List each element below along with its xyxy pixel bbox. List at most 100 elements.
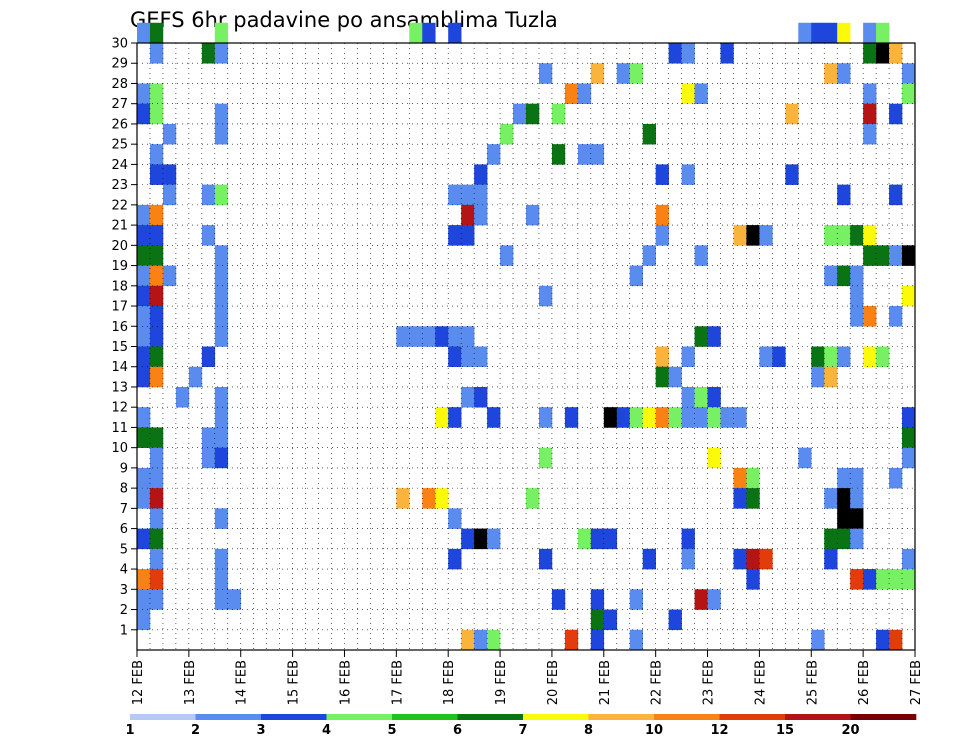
colorbar-label: 4 (322, 723, 331, 738)
y-tick-label: 6 (120, 522, 128, 537)
y-tick-label: 4 (120, 563, 128, 578)
heatmap-cell (850, 488, 864, 509)
heatmap-cell (863, 306, 877, 327)
y-tick-label: 19 (111, 259, 128, 274)
heatmap-cell (149, 144, 164, 165)
heatmap-cell (759, 346, 773, 368)
heatmap-cell (902, 245, 916, 266)
heatmap-cell (448, 326, 462, 347)
heatmap-cell (655, 407, 669, 428)
heatmap-cell (746, 467, 760, 489)
heatmap-cell (824, 548, 838, 570)
x-tick-label: 27 FEB (909, 660, 924, 705)
heatmap-cell (668, 609, 682, 631)
colorbar-label: 10 (645, 723, 663, 738)
y-tick-label: 30 (111, 37, 128, 52)
heatmap-cell (396, 488, 410, 509)
heatmap-cell (733, 467, 747, 489)
heatmap-cell (137, 467, 151, 489)
heatmap-cell (655, 346, 669, 368)
heatmap-cell (487, 629, 501, 651)
y-tick-label: 20 (111, 239, 128, 254)
heatmap-cell (551, 103, 566, 125)
heatmap-cell (214, 326, 229, 347)
heatmap-cell (720, 407, 734, 428)
heatmap-cell (137, 366, 151, 388)
y-tick-label: 8 (120, 482, 128, 497)
heatmap-cell (681, 43, 695, 64)
grid-lines (137, 43, 915, 650)
colorbar-swatch (195, 714, 262, 720)
heatmap-cell (824, 366, 838, 388)
y-tick-label: 28 (111, 77, 128, 92)
heatmap-cell (214, 123, 229, 145)
heatmap-cell (474, 164, 488, 185)
x-tick-label: 12 FEB (131, 660, 146, 705)
heatmap-cell (655, 225, 669, 246)
y-tick-label: 23 (111, 178, 128, 193)
heatmap-cell (137, 427, 151, 448)
heatmap-cell (811, 346, 825, 368)
heatmap-cell (461, 528, 475, 550)
heatmap-cell (837, 508, 851, 529)
colorbar-label: 1 (125, 723, 134, 738)
heatmap-cell (214, 184, 229, 206)
heatmap-cell (149, 245, 164, 266)
heatmap-cell (863, 569, 877, 590)
heatmap-cell (137, 306, 151, 327)
heatmap-cell (214, 427, 229, 448)
heatmap-cell (422, 326, 436, 347)
heatmap-cell (448, 508, 462, 529)
heatmap-cell (889, 569, 903, 590)
heatmap-cell (214, 569, 229, 590)
heatmap-cell (590, 609, 605, 631)
heatmap-cell (850, 265, 864, 287)
heatmap-cell (733, 225, 747, 246)
heatmap-cell (149, 83, 164, 104)
chart-title: GEFS 6hr padavine po ansamblima Tuzla (130, 8, 558, 32)
colorbar-swatch (392, 714, 458, 720)
heatmap-cell (564, 407, 579, 428)
heatmap-cell (863, 346, 877, 368)
y-axis-ticks: 1234567891011121314151617181920212223242… (111, 37, 137, 638)
heatmap-cell (214, 447, 229, 469)
colorbar-swatch (719, 714, 786, 720)
heatmap-cell (798, 447, 812, 469)
x-tick-label: 26 FEB (857, 660, 872, 705)
heatmap-cell (863, 245, 877, 266)
heatmap-cell (863, 225, 877, 246)
heatmap-cell (876, 629, 890, 651)
heatmap-cell (694, 83, 708, 104)
heatmap-cell (214, 245, 229, 266)
heatmap-cell (681, 528, 695, 550)
heatmap-cell (577, 83, 592, 104)
heatmap-cell (214, 548, 229, 570)
heatmap-cell (149, 447, 164, 469)
heatmap-cell (474, 204, 488, 226)
y-tick-label: 15 (111, 340, 128, 355)
heatmap-cell (811, 629, 825, 651)
heatmap-cell (214, 508, 229, 529)
heatmap-cell (603, 407, 618, 428)
heatmap-cell (137, 609, 151, 631)
heatmap-cell (902, 447, 916, 469)
heatmap-cell (149, 204, 164, 226)
heatmap-cell (214, 22, 229, 44)
heatmap-cell (850, 225, 864, 246)
heatmap-cell (149, 225, 164, 246)
heatmap-cell (201, 43, 216, 64)
heatmap-cell (461, 184, 475, 206)
heatmap-cell (137, 528, 151, 550)
x-tick-label: 20 FEB (546, 660, 561, 705)
heatmap-cell (629, 589, 643, 610)
heatmap-cell (149, 164, 164, 185)
colorbar-label: 6 (453, 723, 462, 738)
heatmap-cell (798, 22, 812, 44)
heatmap-cell (681, 346, 695, 368)
heatmap-cell (448, 407, 462, 428)
y-tick-label: 1 (120, 623, 128, 638)
heatmap-cell (642, 123, 656, 145)
heatmap-cell (733, 488, 747, 509)
heatmap-cell (694, 245, 708, 266)
heatmap-cell (824, 63, 838, 84)
